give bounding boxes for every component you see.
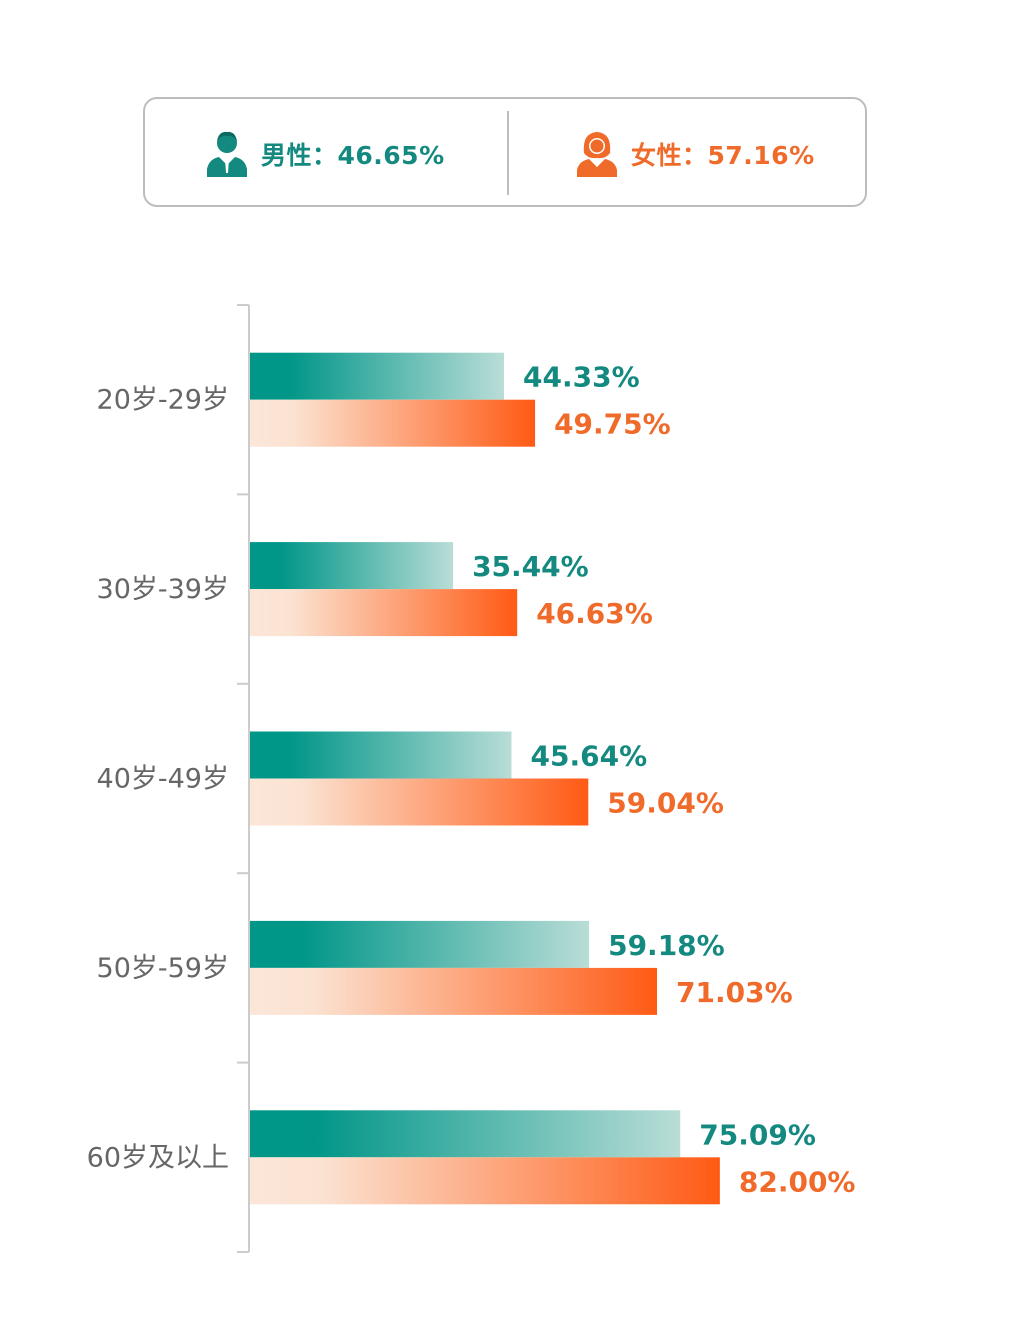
value-label-male: 45.64% [531, 740, 648, 773]
value-label-male: 44.33% [523, 361, 640, 394]
category-label: 40岁-49岁 [97, 764, 229, 795]
bar-female [250, 967, 658, 1015]
category-label: 60岁及以上 [87, 1142, 229, 1173]
value-label-female: 82.00% [739, 1165, 856, 1198]
legend-item-female: 女性：57.16% [575, 129, 815, 179]
value-label-female: 59.04% [607, 787, 724, 820]
bar-male [250, 1110, 681, 1158]
bar-female [250, 399, 536, 447]
bar-female [250, 778, 589, 826]
legend-item-male: 男性：46.65% [205, 129, 445, 179]
bar-male [250, 352, 505, 400]
legend-box: 男性：46.65% 女性：57.16% [143, 97, 867, 207]
category-label: 50岁-59岁 [97, 953, 229, 984]
bar-female [250, 1157, 720, 1205]
category-label: 20岁-29岁 [97, 385, 229, 416]
value-label-female: 46.63% [536, 597, 653, 630]
legend-label-male: 男性：46.65% [261, 141, 445, 170]
bar-female [250, 589, 518, 637]
bars [250, 352, 720, 1205]
legend-label-female: 女性：57.16% [631, 141, 815, 170]
male-user-icon [207, 131, 247, 177]
value-label-male: 59.18% [608, 929, 725, 962]
bar-male [250, 542, 454, 590]
bar-male [250, 731, 512, 779]
labels: 20岁-29岁 44.33% 49.75% 30岁-39岁 35.44% 46.63% 40… [87, 361, 856, 1199]
value-label-female: 49.75% [554, 408, 671, 441]
bar-male [250, 920, 590, 968]
category-label: 30岁-39岁 [97, 574, 229, 605]
value-label-male: 35.44% [472, 550, 589, 583]
y-axis [237, 304, 250, 1253]
value-label-male: 75.09% [699, 1118, 816, 1151]
value-label-female: 71.03% [676, 976, 793, 1009]
legend-divider [507, 111, 509, 195]
female-user-icon [577, 132, 617, 177]
